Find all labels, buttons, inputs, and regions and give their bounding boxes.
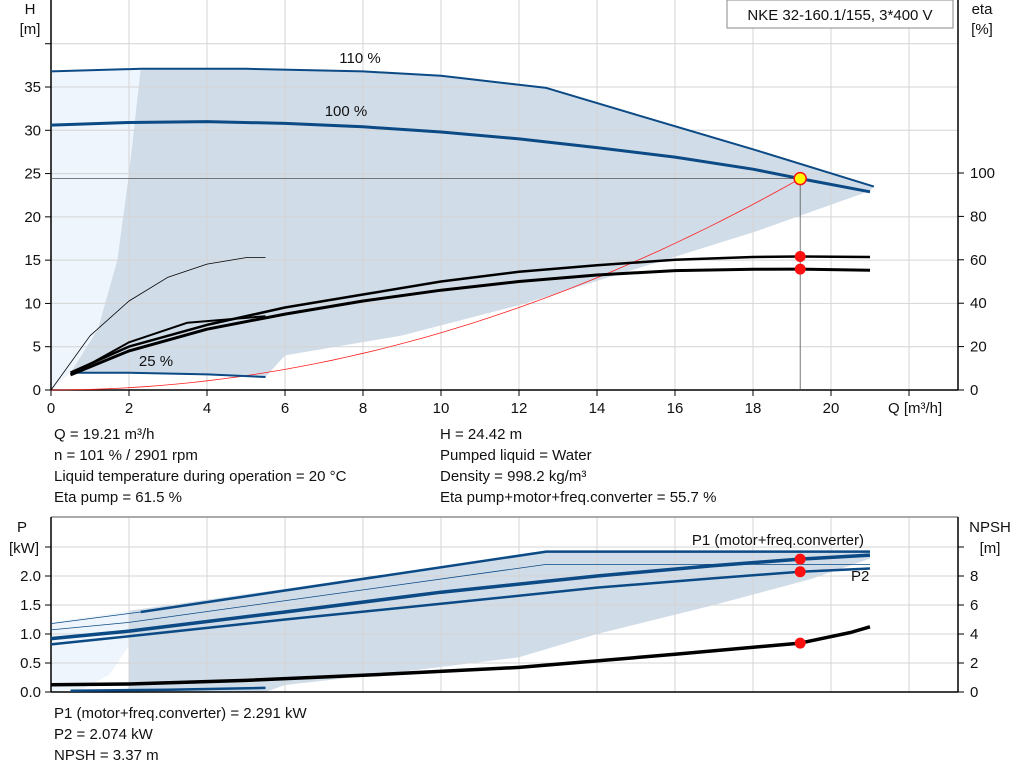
label-110-percent: 110 % (339, 50, 380, 67)
info-flow: Q = 19.21 m³/h (54, 426, 155, 443)
curve-npsh-6 (50, 625, 871, 687)
y-tick-label: 15 (24, 252, 41, 269)
y2-tick-label: 20 (970, 339, 987, 356)
y-tick-label: 1.0 (20, 626, 41, 643)
y-tick-label: 0 (33, 382, 41, 399)
title-box (726, 0, 954, 29)
operating-range-area (70, 68, 874, 378)
y2-tick-label: 6 (970, 597, 978, 614)
info-liquid: Pumped liquid = Water (440, 447, 592, 464)
y2-axis-label: eta (972, 1, 994, 18)
light-shade-area-power (51, 610, 129, 692)
curve-P2 (50, 567, 871, 646)
y-tick-label: 30 (24, 122, 41, 139)
label-100-percent: 100 % (325, 103, 368, 120)
y2-tick-label: 100 (970, 165, 995, 182)
y-tick-label: 25 (24, 166, 41, 183)
curve-eta-3 (69, 255, 871, 374)
operating-range-area-power (129, 551, 870, 692)
curve-eta-5 (70, 315, 266, 376)
curve-p-5 (70, 686, 266, 693)
info-head: H = 24.42 m (440, 426, 523, 443)
y2-tick-label: 0 (970, 382, 978, 399)
eta-point (794, 263, 806, 275)
info-eta-pump: Eta pump = 61.5 % (54, 489, 182, 506)
y-tick-label: 0.5 (20, 655, 41, 672)
y2-tick-label: 2 (970, 655, 978, 672)
y-axis-label: P (17, 519, 27, 536)
y2-tick-label: 40 (970, 295, 987, 312)
y2-axis-label: NPSH (969, 519, 1011, 536)
x-tick-label: 12 (511, 400, 528, 417)
info-p1: P1 (motor+freq.converter) = 2.291 kW (54, 705, 307, 722)
y2-axis-unit: [m] (980, 540, 1001, 557)
curve-25 (70, 371, 266, 378)
info-temperature: Liquid temperature during operation = 20… (54, 468, 347, 485)
y2-axis-unit: [%] (971, 21, 993, 38)
chart-title: NKE 32-160.1/155, 3*400 V (747, 7, 932, 24)
y-tick-label: 20 (24, 209, 41, 226)
x-tick-label: 2 (125, 400, 133, 417)
x-tick-label: 20 (823, 400, 840, 417)
y-axis-unit: [kW] (9, 540, 39, 557)
x-tick-label: 8 (359, 400, 367, 417)
y2-tick-label: 8 (970, 568, 978, 585)
curve-eta-4 (69, 267, 871, 377)
info-npsh: NPSH = 3.37 m (54, 747, 159, 764)
x-tick-label: 10 (433, 400, 450, 417)
label-25-percent: 25 % (139, 353, 173, 370)
curve-P1motorfreqconverter (140, 550, 870, 614)
x-tick-label: 14 (589, 400, 606, 417)
y-axis-label: H (25, 1, 36, 18)
info-speed: n = 101 % / 2901 rpm (54, 447, 198, 464)
npsh-point (794, 637, 806, 649)
eta-point (794, 251, 806, 263)
y-tick-label: 35 (24, 79, 41, 96)
y2-tick-label: 0 (970, 684, 978, 701)
y-tick-label: 5 (33, 339, 41, 356)
curve-eta-6 (50, 257, 266, 391)
y-tick-label: 2.0 (20, 568, 41, 585)
p1-point (794, 553, 806, 565)
y2-tick-label: 4 (970, 626, 978, 643)
label-p1: P1 (motor+freq.converter) (692, 532, 864, 549)
curve-p-3 (50, 553, 871, 641)
info-p2: P2 = 2.074 kW (54, 726, 153, 743)
duty-point (793, 171, 807, 186)
y2-tick-label: 80 (970, 208, 987, 225)
y-tick-label: 1.5 (20, 597, 41, 614)
light-shade-area (51, 68, 141, 391)
info-density: Density = 998.2 kg/m³ (440, 468, 587, 485)
y-tick-label: 10 (24, 295, 41, 312)
p2-point (794, 566, 806, 578)
label-p2: P2 (851, 568, 869, 585)
x-tick-label: 0 (47, 400, 55, 417)
y-tick-label: 0.0 (20, 684, 41, 701)
x-tick-label: 4 (203, 400, 211, 417)
x-tick-label: 18 (745, 400, 762, 417)
system-curve (50, 178, 801, 391)
curve-110 (50, 67, 875, 188)
curve-100 (50, 120, 871, 194)
info-eta-total: Eta pump+motor+freq.converter = 55.7 % (440, 489, 717, 506)
curve-p-1 (50, 611, 141, 624)
x-tick-label: 6 (281, 400, 289, 417)
x-axis-label: Q [m³/h] (888, 400, 942, 417)
y2-tick-label: 60 (970, 252, 987, 269)
y-axis-unit: [m] (20, 21, 41, 38)
x-tick-label: 16 (667, 400, 684, 417)
